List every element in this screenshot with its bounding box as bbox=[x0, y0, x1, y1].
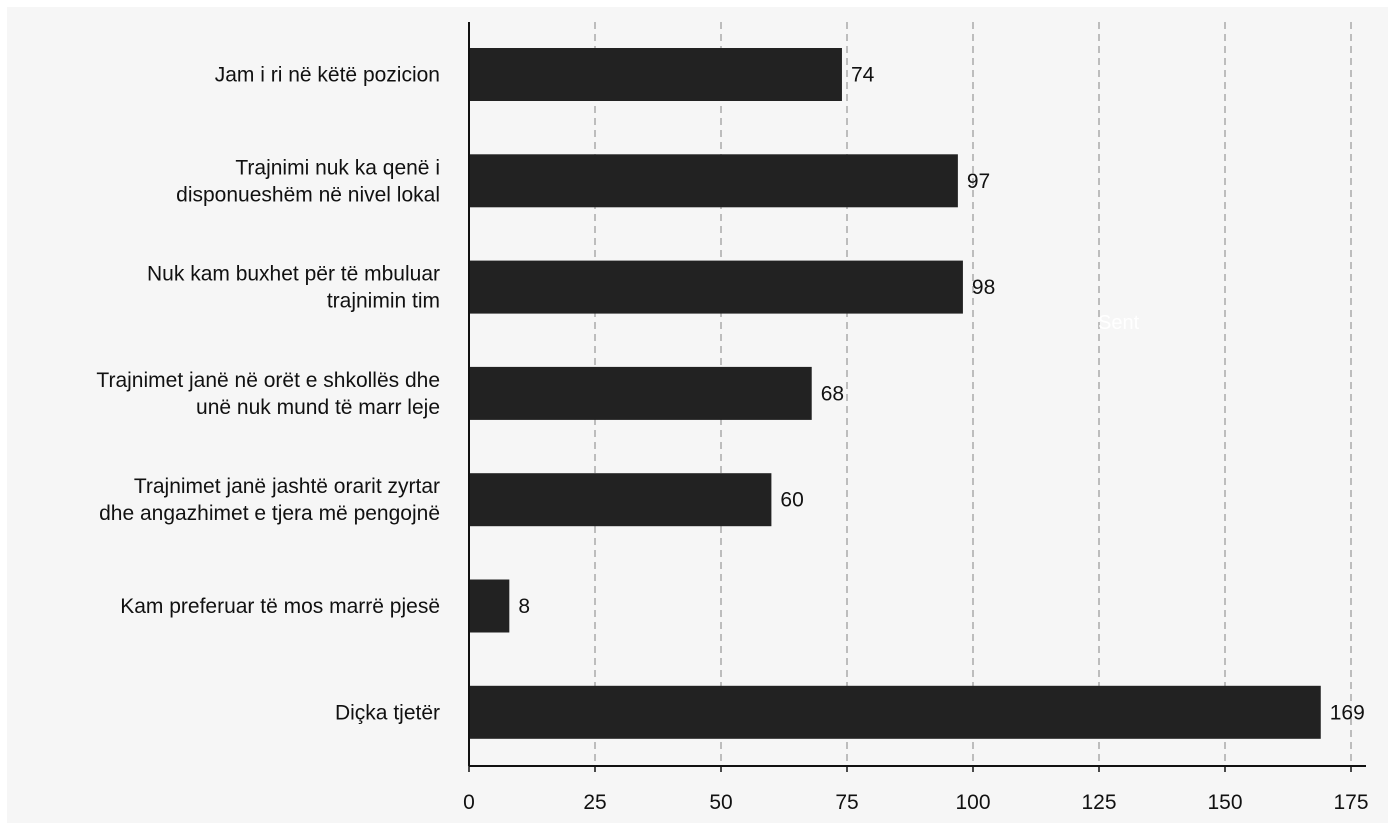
category-label: Trajnimet janë në orët e shkollës dhe unë… bbox=[96, 369, 440, 419]
x-tick-label: 150 bbox=[1207, 791, 1242, 814]
bars bbox=[469, 48, 1321, 739]
data-label: 169 bbox=[1330, 701, 1365, 724]
data-label: 60 bbox=[780, 489, 803, 512]
category-label: Jam i ri në këtë pozicion bbox=[215, 64, 440, 87]
x-tick-labels: 0 25 50 75 100 125 150 175 bbox=[463, 791, 1368, 814]
data-label: 97 bbox=[967, 170, 990, 193]
data-label: 68 bbox=[821, 382, 844, 405]
data-label: 98 bbox=[972, 276, 995, 299]
x-tick-label: 175 bbox=[1333, 791, 1368, 814]
bar bbox=[469, 473, 772, 527]
bar bbox=[469, 154, 958, 208]
category-label: Nuk kam buxhet për të mbuluar trajnimin t… bbox=[147, 263, 440, 313]
axes bbox=[468, 22, 1366, 772]
bar bbox=[469, 579, 510, 633]
category-label: Trajnimi nuk ka qenë i disponueshëm në ni… bbox=[176, 156, 440, 206]
data-label: 8 bbox=[518, 595, 530, 618]
category-labels: Jam i ri në këtë pozicion Trajnimi nuk ka… bbox=[96, 64, 440, 725]
x-tick-label: 75 bbox=[835, 791, 858, 814]
x-tick-label: 0 bbox=[463, 791, 475, 814]
bar bbox=[469, 685, 1321, 739]
data-label: 74 bbox=[851, 64, 875, 87]
bar bbox=[469, 366, 812, 420]
watermark-text: Sent bbox=[1098, 312, 1140, 334]
bar bbox=[469, 48, 842, 101]
x-tick-label: 125 bbox=[1081, 791, 1116, 814]
category-label: Diçka tjetër bbox=[335, 701, 440, 724]
bar bbox=[469, 260, 963, 314]
x-tick-label: 25 bbox=[583, 791, 606, 814]
x-tick-label: 50 bbox=[709, 791, 732, 814]
x-tick-label: 100 bbox=[955, 791, 990, 814]
data-labels: 74 97 98 68 60 8 169 bbox=[518, 64, 1364, 725]
category-label: Kam preferuar të mos marrë pjesë bbox=[120, 595, 440, 618]
category-label: Trajnimet janë jashtë orarit zyrtar dhe a… bbox=[99, 475, 440, 525]
